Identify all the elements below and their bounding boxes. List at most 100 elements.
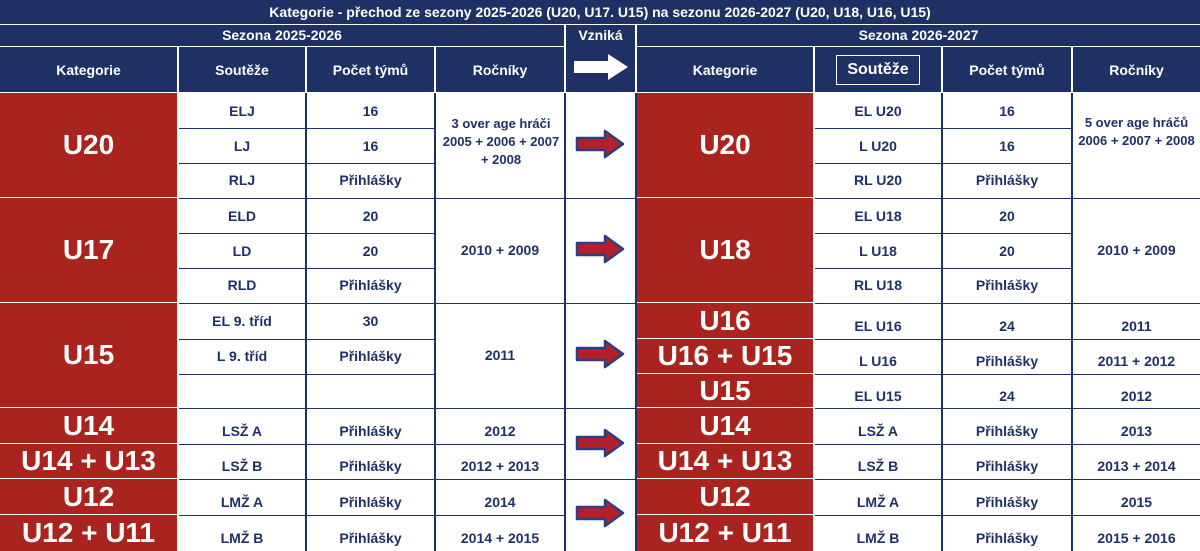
row-arrow-icon [575,428,625,458]
left-category: U20 [0,93,177,197]
row-arrow-icon [575,129,625,159]
grid-line [815,303,1071,304]
right-years: 2015 + 2016 [1097,530,1176,546]
left-team-count: Přihlášky [339,277,402,293]
right-team-count: Přihlášky [975,277,1039,293]
right-team-count: Přihlášky [975,493,1039,510]
right-competition: LSŽ B [857,458,899,474]
right-category: U14 + U13 [637,444,813,478]
grid-line [815,163,1071,164]
left-competition: LJ [233,137,251,154]
left-competition: RLD [227,277,257,293]
right-competition: EL U16 [854,317,902,334]
grid-line [436,479,564,480]
left-team-count: Přihlášky [339,530,402,546]
right-competition: EL U18 [854,207,902,224]
grid-line [436,444,564,445]
right-competition: EL U20 [854,102,902,119]
grid-line [0,478,177,479]
grid-line [815,444,1071,445]
season-right-header: Sezona 2026-2027 [637,24,1200,46]
grid-line [1071,93,1073,551]
left-competition: LSŽ B [221,458,263,474]
grid-line [0,24,1200,25]
grid-line [815,339,1071,340]
grid-line [637,407,813,408]
right-years: 2011 [1121,317,1152,334]
left-competition: LD [232,242,252,259]
left-category: U12 + U11 [0,515,177,551]
right-years: 2010 + 2009 [1097,242,1176,258]
right-competition: RL U20 [854,172,902,188]
grid-line [637,302,813,303]
row-arrow-icon [575,339,625,369]
left-competition [179,374,305,407]
right-competition: L U16 [859,353,897,369]
left-years: 2012 [484,422,516,439]
left-competition: L 9. tříd [216,348,268,364]
grid-line [637,514,813,515]
right-years: 2013 + 2014 [1097,458,1176,474]
left-competition: ELJ [229,102,255,119]
left-years: 2011 [484,347,516,363]
left-category: U14 + U13 [0,444,177,478]
right-competition: LMŽ B [856,530,900,546]
grid-line [177,93,179,551]
left-competition: ELD [228,207,256,224]
grid-line [564,24,566,92]
grid-line [0,514,177,515]
right-category: U12 + U11 [637,515,813,551]
right-competition: RL U18 [854,277,902,293]
left-years: 2014 [484,493,516,510]
right-category: U20 [637,93,813,197]
grid-line [815,268,1071,269]
grid-line [637,197,813,198]
right-category: U15 [637,374,813,407]
right-competition: EL U15 [854,387,902,404]
grid-line [635,24,637,92]
left-team-count: 16 [362,137,379,154]
grid-line [564,93,566,551]
grid-line [815,128,1071,129]
header-souteze-right-label: Soutěže [836,54,920,85]
grid-line [637,373,813,374]
row-arrow-icon [575,234,625,264]
header-kategorie-left: Kategorie [0,47,177,92]
header-pocet-right: Počet týmů [943,47,1071,92]
left-team-count: Přihlášky [339,172,402,188]
grid-line [815,233,1071,234]
header-kategorie-right: Kategorie [637,47,813,92]
grid-line [637,338,813,339]
left-competition: LSŽ A [222,422,262,439]
left-years: 2010 + 2009 [460,242,540,258]
grid-line [815,479,1071,480]
grid-line [815,515,1071,516]
grid-line [941,47,943,92]
grid-line [635,93,637,551]
grid-line [815,198,1071,199]
left-category: U12 [0,479,177,514]
grid-line [434,93,436,551]
right-team-count: 20 [999,207,1015,224]
grid-line [637,478,813,479]
right-competition: L U20 [859,137,897,154]
vznika-label: Vzniká [578,27,623,43]
left-category: U14 [0,408,177,443]
right-years: 5 over age hráčů 2006 + 2007 + 2008 [1078,114,1195,148]
grid-line [1071,47,1073,92]
left-team-count [307,374,434,407]
left-competition: LMŽ B [220,530,264,546]
header-souteze-left: Soutěže [179,47,305,92]
left-team-count: Přihlášky [339,422,402,439]
season-left-header: Sezona 2025-2026 [0,24,564,46]
grid-line [1073,408,1200,409]
header-rocniky-left: Ročníky [436,47,564,92]
left-competition: EL 9. tříd [212,312,272,329]
grid-line [1073,515,1200,516]
grid-line [813,93,815,551]
right-team-count: Přihlášky [975,530,1039,546]
grid-line [1073,303,1200,304]
left-team-count: 30 [362,312,379,329]
grid-line [436,198,564,199]
right-years: 2011 + 2012 [1097,353,1176,369]
